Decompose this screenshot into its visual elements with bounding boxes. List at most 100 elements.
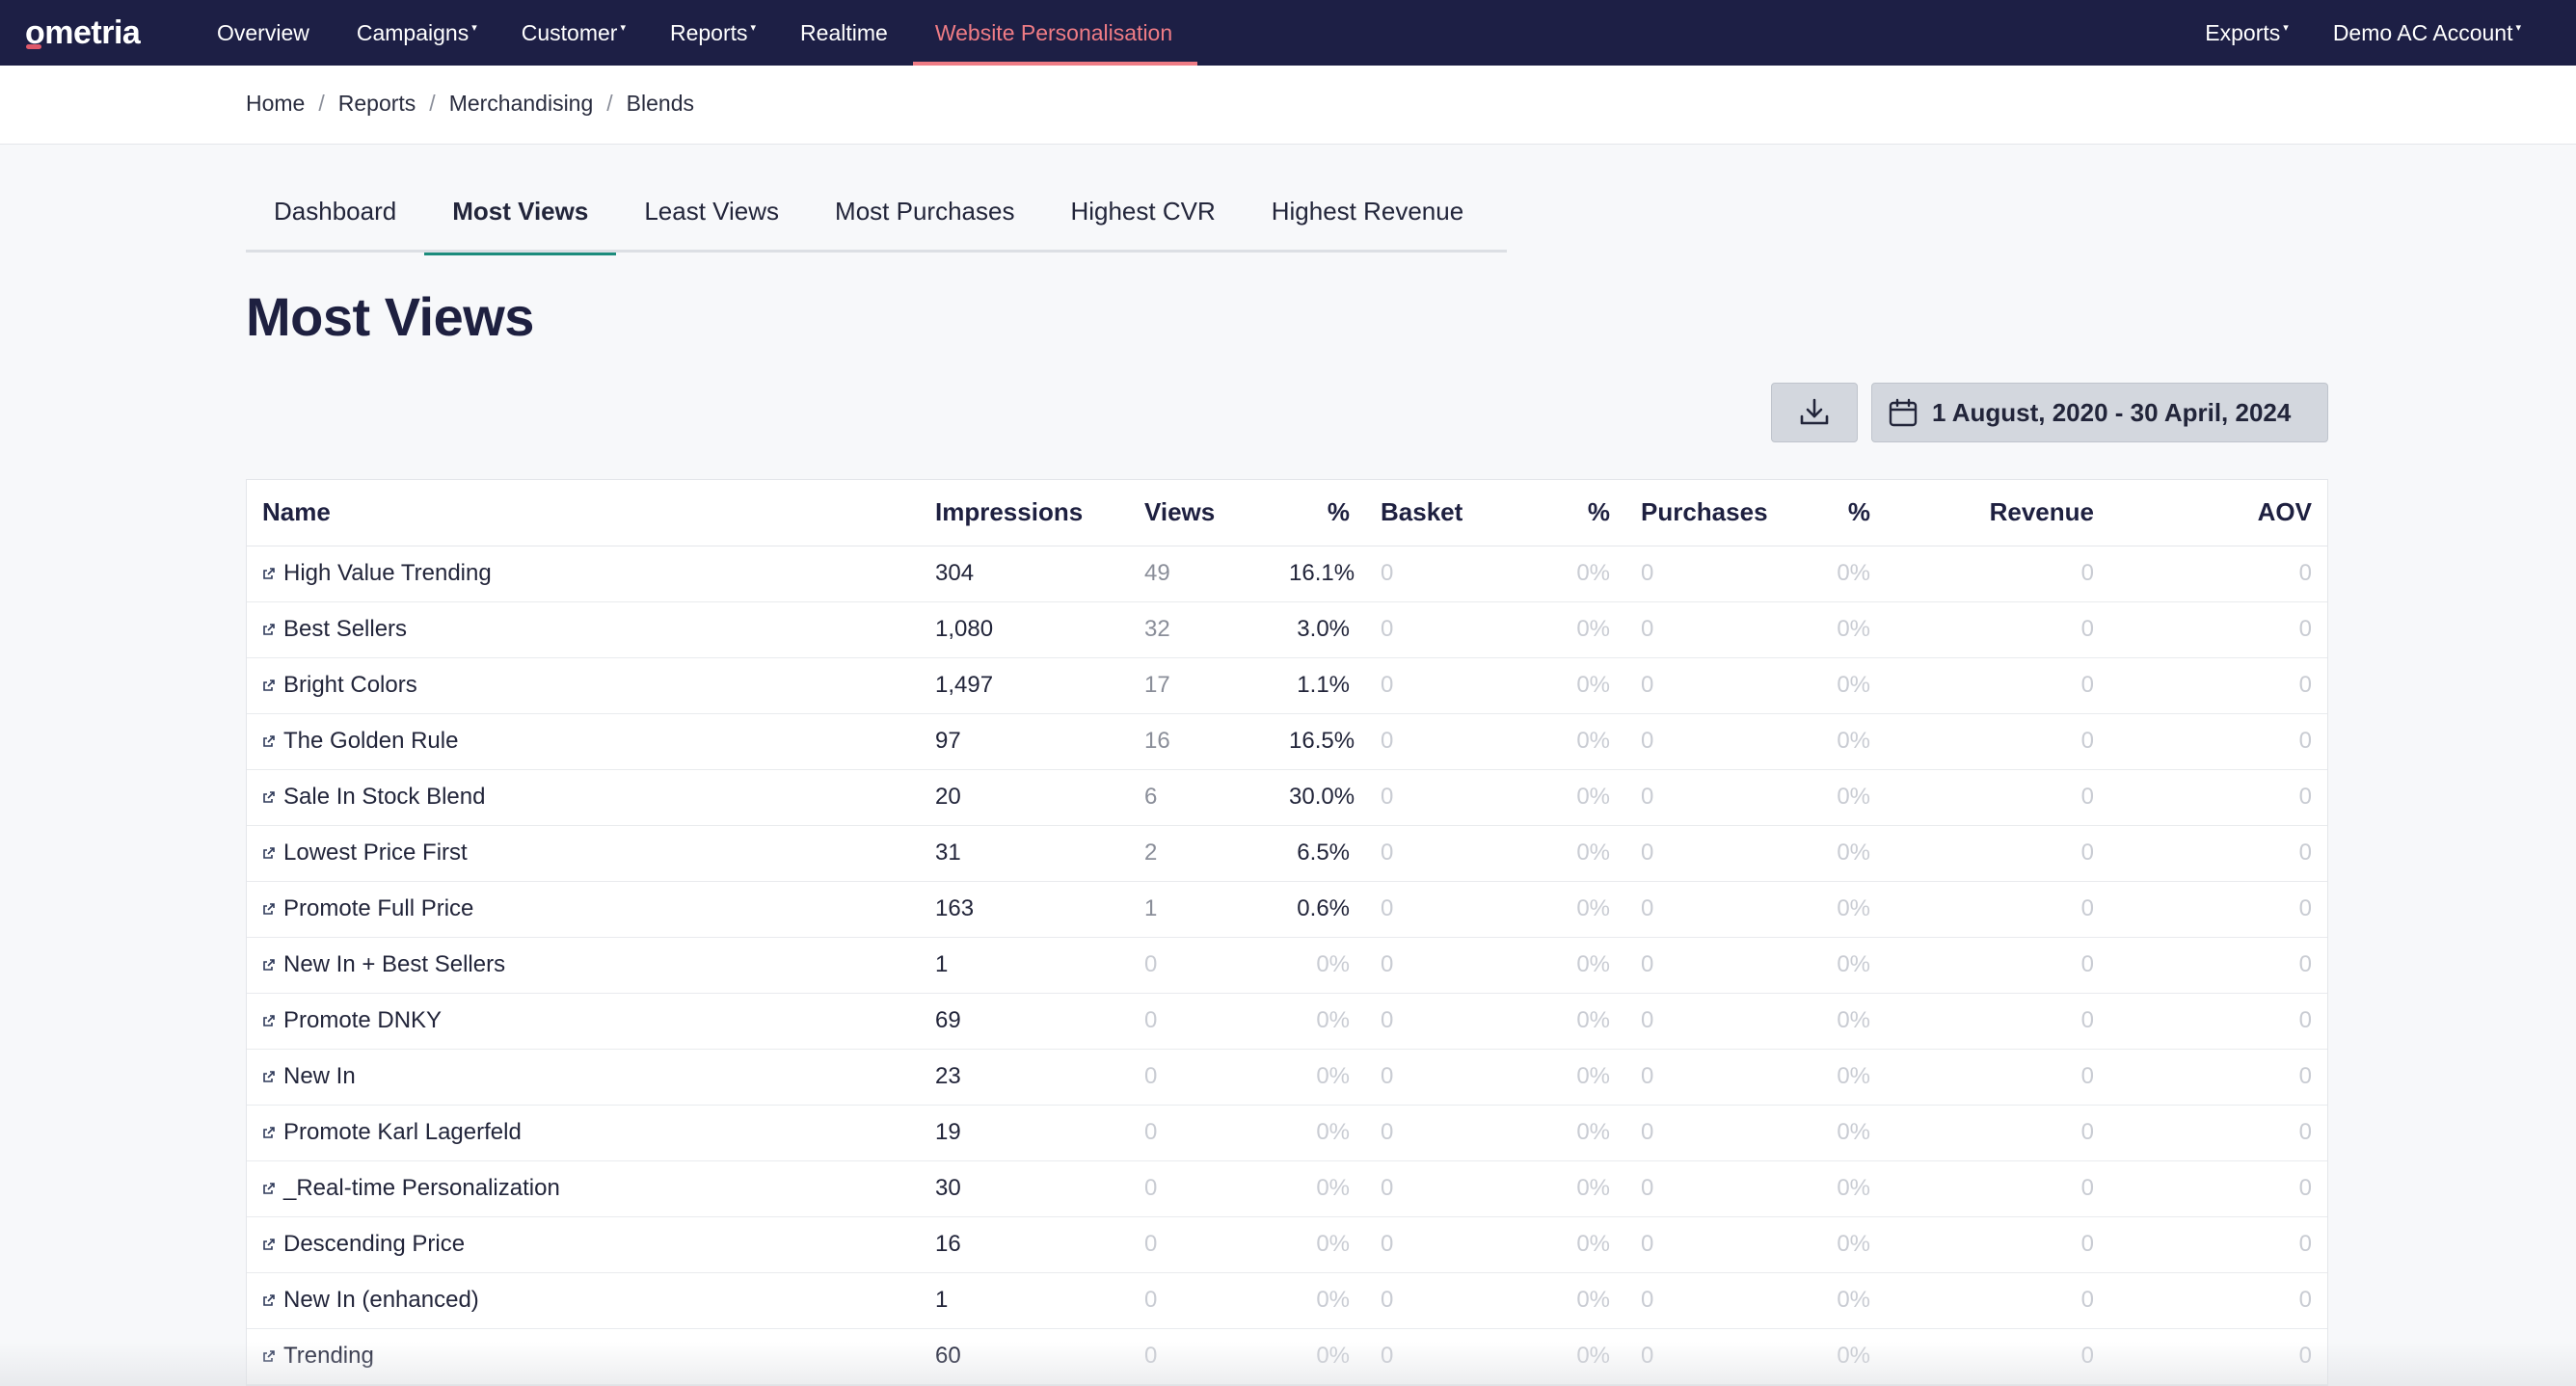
nav-item-overview[interactable]: Overview (195, 0, 335, 66)
col-header-name[interactable]: Name (247, 480, 920, 546)
cell-purchases: 0 (1625, 1272, 1799, 1329)
download-button[interactable] (1771, 383, 1858, 442)
blend-link[interactable]: New In (enhanced) (262, 1287, 904, 1314)
table-row[interactable]: Best Sellers 1,080 32 3.0% 0 0% 0 0% 0 0 (247, 601, 2327, 658)
cell-views: 6 (1129, 769, 1274, 826)
nav-item-campaigns[interactable]: Campaigns ▾ (335, 0, 499, 66)
nav-item-exports[interactable]: Exports ▾ (2183, 0, 2311, 66)
table-row[interactable]: Trending 60 0 0% 0 0% 0 0% 0 0 (247, 1328, 2327, 1385)
blend-link[interactable]: Promote Full Price (262, 895, 904, 922)
cell-aov: 0 (2109, 769, 2327, 826)
blend-link[interactable]: _Real-time Personalization (262, 1175, 904, 1202)
blend-link[interactable]: Descending Price (262, 1231, 904, 1258)
col-header-aov[interactable]: AOV (2109, 480, 2327, 546)
blend-link[interactable]: New In (262, 1063, 904, 1090)
cell-basket-pct: 0% (1539, 825, 1625, 882)
table-row[interactable]: Promote DNKY 69 0 0% 0 0% 0 0% 0 0 (247, 993, 2327, 1050)
tab-dashboard[interactable]: Dashboard (274, 196, 397, 226)
col-header-impressions[interactable]: Impressions (920, 480, 1129, 546)
col-header-purchases[interactable]: Purchases (1625, 480, 1799, 546)
page-title: Most Views (246, 286, 534, 347)
table-header-row: Name Impressions Views▼ % Basket % Purch… (247, 480, 2327, 546)
cell-aov: 0 (2109, 1272, 2327, 1329)
blend-link[interactable]: Trending (262, 1343, 904, 1370)
tab-most-views[interactable]: Most Views (424, 170, 617, 255)
table-row[interactable]: New In + Best Sellers 1 0 0% 0 0% 0 0% 0 0 (247, 937, 2327, 994)
blend-name: Promote Full Price (283, 895, 474, 921)
col-header-views[interactable]: Views▼ (1129, 480, 1274, 546)
col-header-basket-pct[interactable]: % (1539, 480, 1625, 546)
blend-link[interactable]: New In + Best Sellers (262, 951, 904, 978)
col-header-revenue[interactable]: Revenue (1886, 480, 2109, 546)
nav-item-customer[interactable]: Customer ▾ (499, 0, 648, 66)
cell-basket-pct: 0% (1539, 1105, 1625, 1161)
cell-name: New In (247, 1049, 920, 1106)
col-header-basket[interactable]: Basket (1365, 480, 1539, 546)
cell-revenue: 0 (1886, 713, 2109, 770)
nav-item-reports[interactable]: Reports ▾ (648, 0, 778, 66)
cell-impressions: 20 (920, 769, 1129, 826)
cell-aov: 0 (2109, 1160, 2327, 1217)
table-row[interactable]: _Real-time Personalization 30 0 0% 0 0% 0 0% 0 0 (247, 1160, 2327, 1217)
table-row[interactable]: Bright Colors 1,497 17 1.1% 0 0% 0 0% 0 0 (247, 657, 2327, 714)
tab-highest-cvr[interactable]: Highest CVR (1070, 196, 1216, 226)
table-row[interactable]: New In (enhanced) 1 0 0% 0 0% 0 0% 0 0 (247, 1272, 2327, 1329)
breadcrumb-reports[interactable]: Reports (337, 91, 416, 116)
date-range-picker[interactable]: 1 August, 2020 - 30 April, 2024 (1871, 383, 2328, 442)
ometria-logo[interactable]: ometria (25, 0, 170, 66)
table-row[interactable]: Promote Full Price 163 1 0.6% 0 0% 0 0% 0 0 (247, 881, 2327, 938)
tab-highest-revenue[interactable]: Highest Revenue (1271, 196, 1464, 226)
cell-purchases: 0 (1625, 881, 1799, 938)
cell-purchases-pct: 0% (1799, 1049, 1886, 1106)
nav-item-realtime[interactable]: Realtime (778, 0, 913, 66)
cell-basket: 0 (1365, 825, 1539, 882)
cell-revenue: 0 (1886, 546, 2109, 602)
cell-aov: 0 (2109, 713, 2327, 770)
cell-views: 17 (1129, 657, 1274, 714)
nav-item-account[interactable]: Demo AC Account ▾ (2311, 0, 2543, 66)
cell-purchases-pct: 0% (1799, 1272, 1886, 1329)
cell-basket-pct: 0% (1539, 1272, 1625, 1329)
breadcrumb-home[interactable]: Home (246, 91, 306, 116)
nav-item-website-personalisation[interactable]: Website Personalisation (912, 0, 1198, 66)
blend-link[interactable]: Best Sellers (262, 616, 904, 643)
blend-link[interactable]: Promote DNKY (262, 1007, 904, 1034)
cell-impressions: 1 (920, 1272, 1129, 1329)
tab-most-purchases[interactable]: Most Purchases (835, 196, 1015, 226)
cell-revenue: 0 (1886, 937, 2109, 994)
blend-link[interactable]: Sale In Stock Blend (262, 784, 904, 811)
cell-purchases-pct: 0% (1799, 937, 1886, 994)
blend-link[interactable]: The Golden Rule (262, 728, 904, 755)
cell-basket: 0 (1365, 546, 1539, 602)
cell-purchases: 0 (1625, 937, 1799, 994)
table-row[interactable]: High Value Trending 304 49 16.1% 0 0% 0 0% 0 0 (247, 546, 2327, 602)
table-row[interactable]: The Golden Rule 97 16 16.5% 0 0% 0 0% 0 0 (247, 713, 2327, 770)
blend-link[interactable]: Lowest Price First (262, 840, 904, 866)
external-link-icon (262, 790, 276, 804)
table-row[interactable]: Lowest Price First 31 2 6.5% 0 0% 0 0% 0 0 (247, 825, 2327, 882)
external-link-icon (262, 567, 276, 580)
cell-views: 0 (1129, 1160, 1274, 1217)
col-header-purchases-pct[interactable]: % (1799, 480, 1886, 546)
cell-aov: 0 (2109, 601, 2327, 658)
table-row[interactable]: Promote Karl Lagerfeld 19 0 0% 0 0% 0 0% 0 0 (247, 1105, 2327, 1161)
cell-aov: 0 (2109, 1049, 2327, 1106)
cell-views-pct: 16.1% (1274, 546, 1365, 602)
table-row[interactable]: New In 23 0 0% 0 0% 0 0% 0 0 (247, 1049, 2327, 1106)
cell-basket-pct: 0% (1539, 769, 1625, 826)
breadcrumb-merchandising[interactable]: Merchandising (448, 91, 594, 116)
blend-link[interactable]: Bright Colors (262, 672, 904, 699)
blend-name: _Real-time Personalization (283, 1175, 560, 1201)
nav-item-label: Overview (217, 19, 309, 45)
blend-link[interactable]: Promote Karl Lagerfeld (262, 1119, 904, 1146)
tab-least-views[interactable]: Least Views (644, 196, 780, 226)
blend-name: New In + Best Sellers (283, 951, 506, 977)
blend-link[interactable]: High Value Trending (262, 560, 904, 587)
col-header-views-pct[interactable]: % (1274, 480, 1365, 546)
caret-down-icon: ▾ (620, 21, 626, 34)
cell-basket: 0 (1365, 1328, 1539, 1385)
cell-revenue: 0 (1886, 1160, 2109, 1217)
cell-impressions: 31 (920, 825, 1129, 882)
table-row[interactable]: Sale In Stock Blend 20 6 30.0% 0 0% 0 0% 0 0 (247, 769, 2327, 826)
table-row[interactable]: Descending Price 16 0 0% 0 0% 0 0% 0 0 (247, 1216, 2327, 1273)
